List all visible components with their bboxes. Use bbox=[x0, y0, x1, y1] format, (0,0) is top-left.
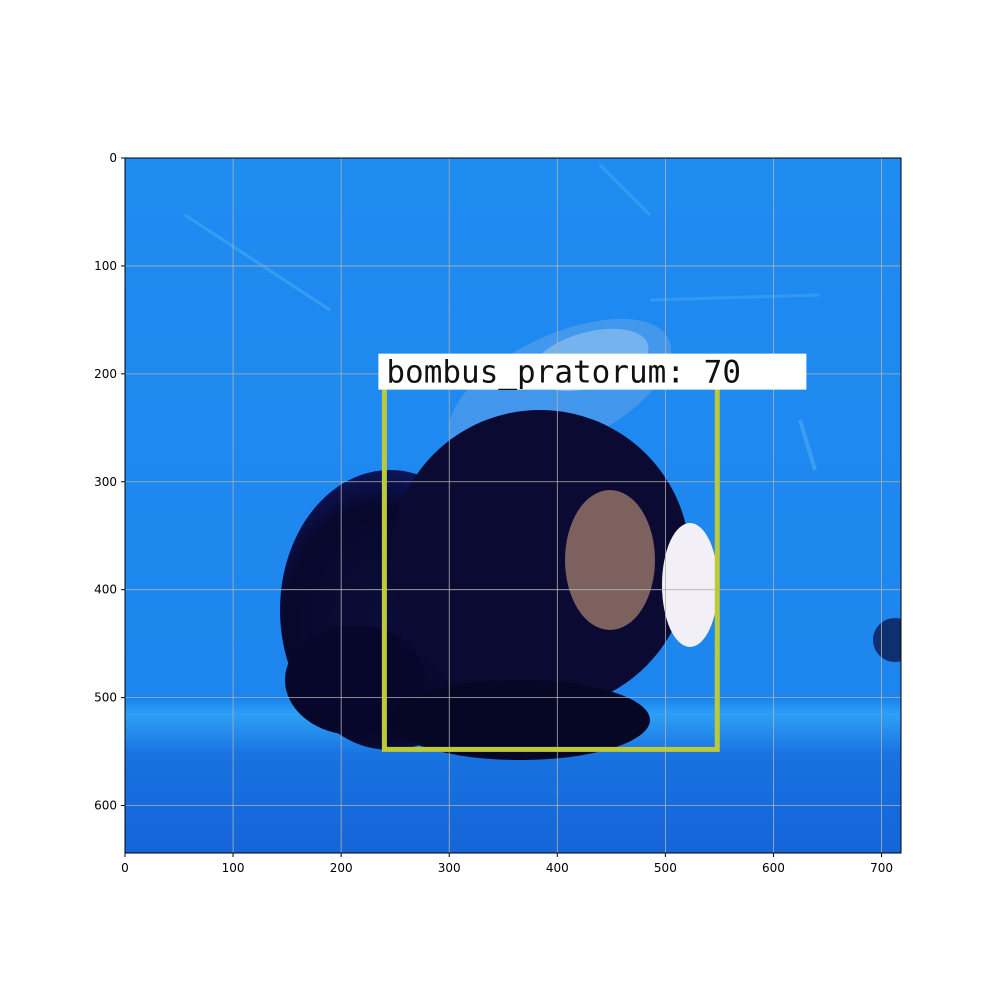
detection-overlay: bombus_pratorum: 70 bbox=[378, 353, 807, 752]
detection-label-background bbox=[378, 353, 807, 390]
y-tick-label: 200 bbox=[94, 367, 117, 381]
bee-abdomen bbox=[390, 410, 690, 710]
x-tick-label: 400 bbox=[546, 861, 569, 875]
surface-scratch bbox=[598, 163, 652, 217]
axes-frame bbox=[124, 157, 902, 854]
bee-shadow-right bbox=[873, 618, 901, 662]
y-tick-label: 600 bbox=[94, 799, 117, 813]
axis-ticks: 0 100 200 300 400 500 600 700 0 100 200 300 400 500 60… bbox=[94, 151, 893, 875]
x-tick-label: 0 bbox=[121, 861, 129, 875]
x-tick-label: 500 bbox=[654, 861, 677, 875]
x-tick-label: 700 bbox=[870, 861, 893, 875]
bee-legs bbox=[390, 680, 650, 760]
y-tick-label: 300 bbox=[94, 475, 117, 489]
y-tick-label: 500 bbox=[94, 691, 117, 705]
surface-scratch bbox=[798, 419, 817, 471]
y-tick-label: 0 bbox=[109, 151, 117, 165]
bee-head bbox=[285, 625, 425, 735]
bee-photo bbox=[125, 158, 901, 853]
x-tick-label: 100 bbox=[222, 861, 245, 875]
y-tick-label: 100 bbox=[94, 259, 117, 273]
detection-label: bombus_pratorum: 70 bbox=[386, 355, 741, 391]
surface-scratch bbox=[649, 293, 821, 302]
x-tick-label: 600 bbox=[762, 861, 785, 875]
x-tick-label: 300 bbox=[438, 861, 461, 875]
y-tick-label: 400 bbox=[94, 583, 117, 597]
surface-scratch bbox=[184, 213, 331, 312]
x-tick-label: 200 bbox=[330, 861, 353, 875]
bee-white-tail bbox=[662, 523, 718, 647]
bee-orange-band bbox=[565, 490, 655, 630]
